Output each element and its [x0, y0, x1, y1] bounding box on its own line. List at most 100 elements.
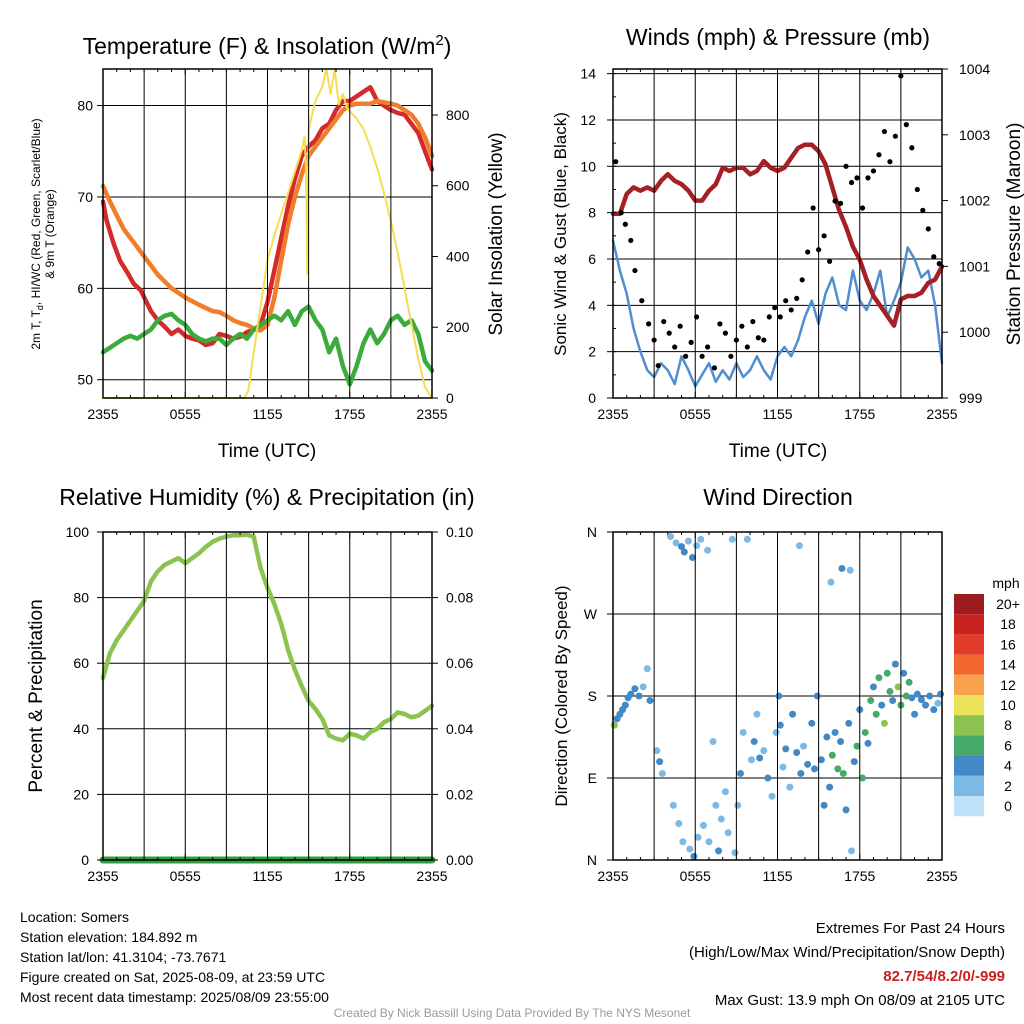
extremes-title: Extremes For Past 24 Hours [815, 920, 1005, 937]
winds-gust-point [622, 221, 628, 227]
direction-point [937, 690, 945, 698]
temperature-ytick-label: 60 [77, 280, 93, 296]
temperature-ytick-label: 70 [77, 189, 93, 205]
legend-swatch [954, 735, 984, 756]
location-text: Location: Somers [20, 909, 129, 925]
temperature-ytick-right-label: 400 [446, 248, 470, 264]
temperature-xlabel: Time (UTC) [218, 441, 317, 462]
winds-xtick-label: 1155 [762, 406, 792, 422]
direction-point [643, 665, 651, 673]
figure: 2355 0555 1155 1755 235550607080020040060080… [26, 24, 1024, 884]
extremes-values: 82.7/54/8.2/0/-999 [883, 968, 1005, 985]
humidity-ytick-label: 40 [73, 721, 89, 737]
direction-point [793, 748, 801, 756]
direction-point [646, 697, 654, 705]
direction-point [631, 685, 639, 693]
temperature-ytick-right-label: 200 [446, 319, 470, 335]
direction-point [813, 692, 821, 700]
direction-point [886, 687, 894, 695]
legend-label: 14 [1000, 657, 1016, 673]
direction-point [775, 692, 783, 700]
direction-point [721, 788, 729, 796]
direction-point [872, 710, 880, 718]
winds-ytick-right-label: 1001 [959, 258, 990, 274]
winds-gust-point [843, 163, 849, 169]
direction-point [908, 694, 916, 702]
direction-point [690, 852, 698, 860]
direction-ytick-label: E [588, 770, 597, 786]
temperature-ytick-right-label: 0 [446, 390, 454, 406]
temperature-xtick-label: 2355 [416, 406, 447, 422]
direction-point [842, 806, 850, 814]
credit-text: Created By Nick Bassill Using Data Provi… [333, 1006, 691, 1020]
direction-ytick-label: W [584, 606, 598, 622]
direction-point [846, 566, 854, 574]
winds-xtick-label: 2355 [597, 406, 628, 422]
winds-ytick-label: 6 [588, 251, 596, 267]
direction-point [889, 697, 897, 705]
direction-point [926, 692, 934, 700]
humidity-ytick-right-label: 0.08 [446, 590, 473, 606]
direction-point [731, 849, 739, 857]
direction-point [913, 690, 921, 698]
legend-label: 18 [1000, 616, 1016, 632]
temperature-xtick-label: 1755 [334, 406, 365, 422]
winds-gust-point [772, 305, 778, 311]
direction-point [656, 758, 664, 766]
direction-point [795, 542, 803, 550]
direction-point [760, 747, 768, 755]
temperature-ylabel-line2: & 9m T (Orange) [43, 189, 57, 279]
winds-gust-point [666, 330, 672, 336]
direction-point [820, 801, 828, 809]
humidity-xtick-label: 2355 [416, 868, 447, 884]
direction-ytick-label: N [587, 524, 597, 540]
winds-ytick-label: 0 [588, 390, 596, 406]
winds-ytick-right-label: 999 [959, 390, 983, 406]
station-info: Location: Somers Station elevation: 184.… [20, 907, 329, 1007]
humidity-ytick-right-label: 0.04 [446, 721, 473, 737]
direction-point [621, 701, 629, 709]
direction-point [917, 696, 925, 704]
direction-point [684, 537, 692, 545]
legend-swatch [954, 614, 984, 635]
direction-point [709, 738, 717, 746]
direction-xtick-label: 1155 [762, 868, 792, 884]
humidity-title: Relative Humidity (%) & Precipitation (i… [59, 484, 474, 510]
direction-point [715, 847, 723, 855]
direction-point [861, 728, 869, 736]
direction-point [797, 769, 805, 777]
winds-gust-point [661, 318, 667, 325]
winds-gust-point [925, 226, 931, 232]
winds-gust-point [728, 353, 734, 359]
direction-point [864, 739, 872, 747]
winds-ytick-label: 12 [580, 112, 596, 128]
winds-gust-point [909, 145, 915, 151]
legend-label: 10 [1000, 697, 1016, 713]
legend-swatch [954, 695, 984, 716]
direction-point [753, 710, 761, 718]
direction-point [826, 783, 834, 791]
humidity-ytick-label: 0 [81, 852, 89, 868]
direction-xtick-label: 2355 [597, 868, 628, 884]
legend-label: 6 [1004, 737, 1012, 753]
direction-point [838, 564, 846, 572]
winds-gust-point [750, 318, 756, 325]
winds-gust-point [920, 207, 926, 213]
direction-point [878, 701, 886, 709]
direction-point [808, 719, 816, 727]
winds-gust-point [794, 295, 800, 301]
direction-xtick-label: 2355 [926, 868, 957, 884]
legend-title: mph [992, 575, 1019, 591]
humidity-ylabel: Percent & Precipitation [26, 599, 47, 792]
winds-ytick-right-label: 1004 [959, 61, 990, 77]
winds-gust-point [936, 261, 942, 267]
direction-point [804, 760, 812, 768]
direction-point [789, 710, 797, 718]
humidity-xtick-label: 0555 [170, 868, 201, 884]
direction-point [689, 554, 697, 562]
direction-point [750, 738, 758, 746]
legend-label: 16 [1000, 636, 1016, 652]
direction-point [679, 838, 687, 846]
humidity-ytick-right-label: 0.02 [446, 786, 473, 802]
